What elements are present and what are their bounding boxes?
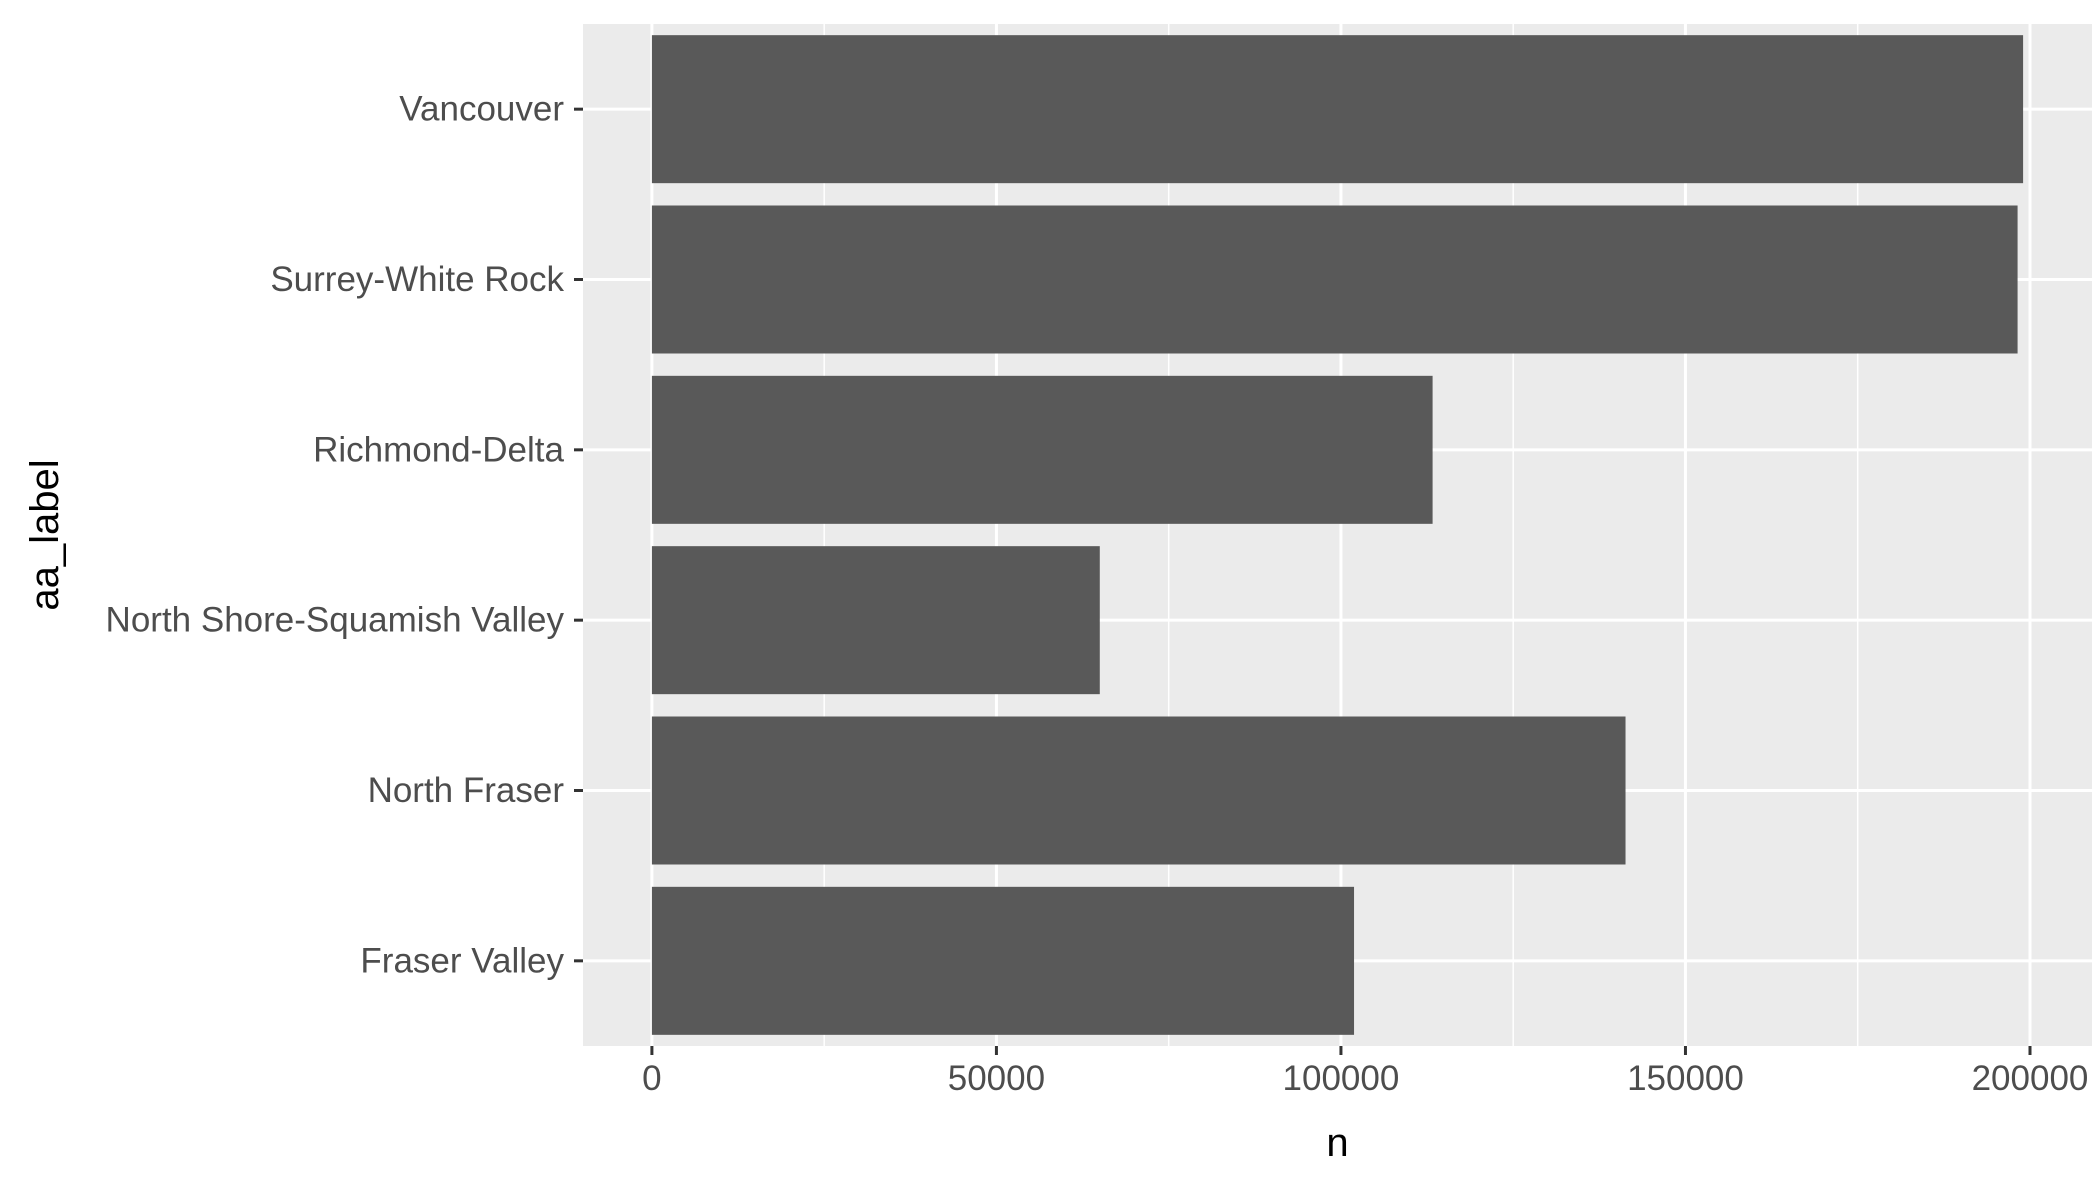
- y-tick-label: Vancouver: [399, 90, 564, 129]
- bars: [651, 35, 2024, 1035]
- y-tick-label: Richmond-Delta: [313, 430, 564, 469]
- bar: [651, 716, 1626, 865]
- x-tick-label: 0: [642, 1059, 661, 1098]
- y-tick-label: Fraser Valley: [360, 941, 564, 980]
- x-tick-label: 150000: [1627, 1059, 1744, 1098]
- y-axis: Vancouver Surrey-White Rock Richmond-Delta…: [106, 90, 583, 980]
- bar: [651, 546, 1100, 695]
- x-tick-label: 100000: [1283, 1059, 1400, 1098]
- bar: [651, 375, 1433, 524]
- y-axis-title: aa_label: [23, 459, 67, 610]
- minor-gridlines: [823, 24, 1859, 1046]
- bar: [651, 35, 2024, 184]
- y-tick-label: Surrey-White Rock: [270, 260, 564, 299]
- x-tick-label: 50000: [948, 1059, 1045, 1098]
- y-tick-label: North Shore-Squamish Valley: [106, 601, 565, 640]
- x-axis-title: n: [1326, 1121, 1348, 1165]
- x-axis: 0 50000 100000 150000 200000: [642, 1046, 2088, 1098]
- x-tick-label: 200000: [1972, 1059, 2089, 1098]
- bar: [651, 886, 1355, 1035]
- plot-panel: [583, 24, 2092, 1046]
- bar: [651, 205, 2018, 354]
- y-tick-label: North Fraser: [368, 771, 565, 810]
